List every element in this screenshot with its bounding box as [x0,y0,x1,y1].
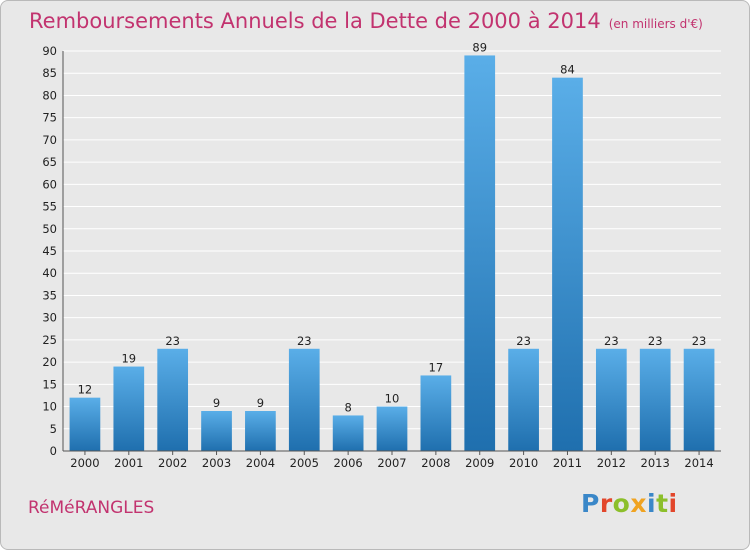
data-label: 12 [78,383,93,397]
x-tick-label: 2011 [553,456,582,470]
x-tick-label: 2013 [641,456,670,470]
logo-letter: o [612,489,631,518]
data-label: 9 [213,396,220,410]
logo-letter: i [647,489,657,518]
data-label: 23 [516,334,531,348]
y-tick-label: 25 [42,333,57,347]
chart-title: Remboursements Annuels de la Dette de 20… [29,9,703,33]
x-tick-label: 2014 [684,456,713,470]
x-tick-label: 2004 [246,456,275,470]
bar [113,366,145,451]
x-tick-label: 2007 [377,456,406,470]
x-tick-label: 2005 [290,456,319,470]
logo-letter: P [581,489,600,518]
bar [639,348,671,451]
x-tick-label: 2000 [70,456,99,470]
logo-letter: i [668,489,678,518]
proxiti-logo: Proxiti [581,489,678,518]
logo-letter: x [630,489,647,518]
bar [332,415,364,451]
bar [464,55,496,451]
x-tick-label: 2006 [333,456,362,470]
x-tick-label: 2009 [465,456,494,470]
axes: 0 5 10 15 20 25 30 35 40 45 50 55 60 65 70 75 80 85 90 2000… [42,44,721,470]
bar [245,411,276,451]
x-tick-label: 2012 [597,456,626,470]
y-tick-label: 35 [42,288,57,302]
y-tick-label: 15 [42,377,57,391]
x-tick-label: 2003 [202,456,231,470]
bar [552,77,583,452]
y-tick-label: 75 [42,111,57,125]
data-label: 9 [257,396,264,410]
bar [595,348,627,451]
bar [420,375,452,451]
data-label: 23 [297,334,312,348]
bar [201,411,232,451]
y-tick-label: 85 [42,66,57,80]
y-tick-label: 50 [42,222,57,236]
x-tick-label: 2010 [509,456,538,470]
bar [157,348,189,451]
bar [69,397,101,451]
data-label: 23 [648,334,663,348]
logo-letter: r [599,489,613,518]
data-label: 10 [385,392,400,406]
y-tick-label: 55 [42,200,57,214]
chart-title-text: Remboursements Annuels de la Dette de 20… [29,9,601,33]
data-label: 17 [429,360,444,374]
data-label: 23 [692,334,707,348]
y-tick-label: 60 [42,177,57,191]
data-label: 84 [560,63,575,77]
data-label: 23 [165,334,180,348]
bars [69,55,715,452]
data-label: 89 [472,40,487,54]
y-tick-label: 20 [42,355,57,369]
x-tick-label: 2008 [421,456,450,470]
bar [376,406,408,451]
bar [508,348,539,451]
data-label: 23 [604,334,619,348]
chart-unit: (en milliers d'€) [608,17,703,31]
x-tick-label: 2002 [158,456,187,470]
y-tick-label: 10 [42,400,57,414]
data-label: 19 [121,352,136,366]
data-label: 8 [344,400,351,414]
y-tick-label: 80 [42,88,57,102]
y-tick-label: 40 [42,266,57,280]
commune-name: RéMéRANGLES [28,498,155,518]
y-tick-label: 45 [42,244,57,258]
y-tick-label: 90 [42,44,57,58]
data-labels: 12 19 23 9 9 23 8 10 17 89 23 84 23 23 23 [78,40,707,414]
y-tick-label: 65 [42,155,57,169]
logo-letter: t [656,489,669,518]
y-tick-label: 0 [50,444,57,458]
bar [288,348,320,451]
y-tick-label: 30 [42,311,57,325]
x-tick-label: 2001 [114,456,143,470]
y-tick-label: 70 [42,133,57,147]
bar [683,348,715,451]
y-tick-label: 5 [50,422,57,436]
